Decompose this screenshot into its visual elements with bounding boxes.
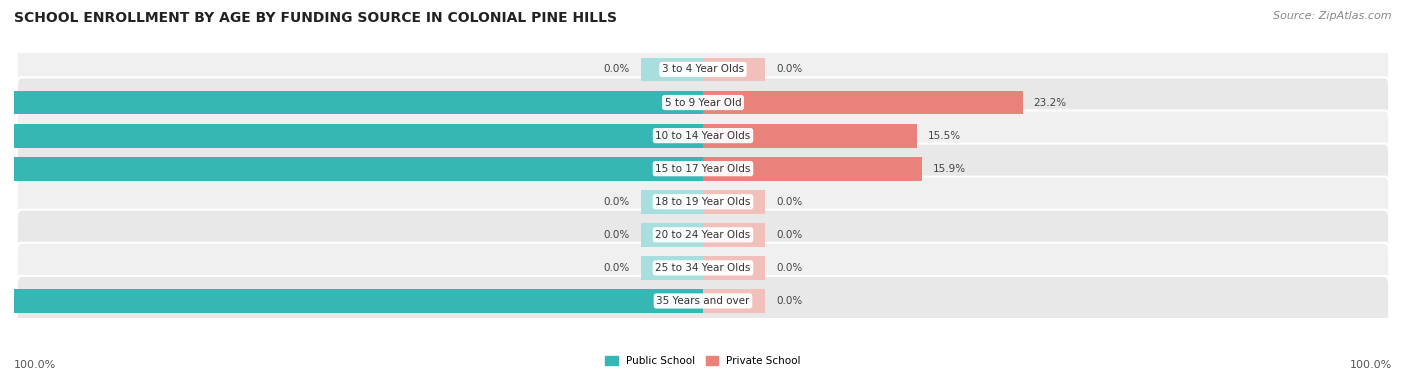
Bar [703, 91, 1022, 115]
FancyBboxPatch shape [17, 44, 1389, 94]
FancyBboxPatch shape [17, 243, 1389, 293]
Text: 15.9%: 15.9% [934, 164, 966, 174]
Bar [703, 256, 765, 280]
Bar [703, 289, 765, 313]
FancyBboxPatch shape [17, 177, 1389, 227]
Text: 100.0%: 100.0% [14, 361, 56, 370]
Text: Source: ZipAtlas.com: Source: ZipAtlas.com [1274, 11, 1392, 21]
Bar [641, 256, 703, 280]
Text: 0.0%: 0.0% [776, 263, 803, 273]
Bar [641, 57, 703, 81]
Bar [703, 124, 917, 147]
FancyBboxPatch shape [17, 276, 1389, 326]
Text: 5 to 9 Year Old: 5 to 9 Year Old [665, 98, 741, 107]
Text: 18 to 19 Year Olds: 18 to 19 Year Olds [655, 197, 751, 207]
Text: 0.0%: 0.0% [776, 197, 803, 207]
Bar [0, 289, 703, 313]
Text: 0.0%: 0.0% [776, 65, 803, 74]
Bar [703, 57, 765, 81]
Text: 0.0%: 0.0% [603, 263, 630, 273]
Bar [0, 91, 703, 115]
FancyBboxPatch shape [17, 210, 1389, 260]
FancyBboxPatch shape [17, 144, 1389, 194]
Text: 0.0%: 0.0% [603, 197, 630, 207]
Text: 0.0%: 0.0% [776, 296, 803, 306]
Text: 25 to 34 Year Olds: 25 to 34 Year Olds [655, 263, 751, 273]
Text: 15 to 17 Year Olds: 15 to 17 Year Olds [655, 164, 751, 174]
Text: SCHOOL ENROLLMENT BY AGE BY FUNDING SOURCE IN COLONIAL PINE HILLS: SCHOOL ENROLLMENT BY AGE BY FUNDING SOUR… [14, 11, 617, 25]
Text: 20 to 24 Year Olds: 20 to 24 Year Olds [655, 230, 751, 240]
Text: 15.5%: 15.5% [928, 131, 960, 141]
Text: 0.0%: 0.0% [603, 230, 630, 240]
Legend: Public School, Private School: Public School, Private School [600, 352, 806, 370]
FancyBboxPatch shape [17, 110, 1389, 161]
Bar [0, 157, 703, 181]
Bar [703, 157, 922, 181]
Bar [641, 223, 703, 247]
Text: 35 Years and over: 35 Years and over [657, 296, 749, 306]
Text: 0.0%: 0.0% [776, 230, 803, 240]
Text: 23.2%: 23.2% [1033, 98, 1067, 107]
Text: 10 to 14 Year Olds: 10 to 14 Year Olds [655, 131, 751, 141]
FancyBboxPatch shape [17, 77, 1389, 128]
Text: 100.0%: 100.0% [1350, 361, 1392, 370]
Bar [703, 190, 765, 214]
Bar [0, 124, 703, 147]
Text: 3 to 4 Year Olds: 3 to 4 Year Olds [662, 65, 744, 74]
Bar [641, 190, 703, 214]
Text: 0.0%: 0.0% [603, 65, 630, 74]
Bar [703, 223, 765, 247]
